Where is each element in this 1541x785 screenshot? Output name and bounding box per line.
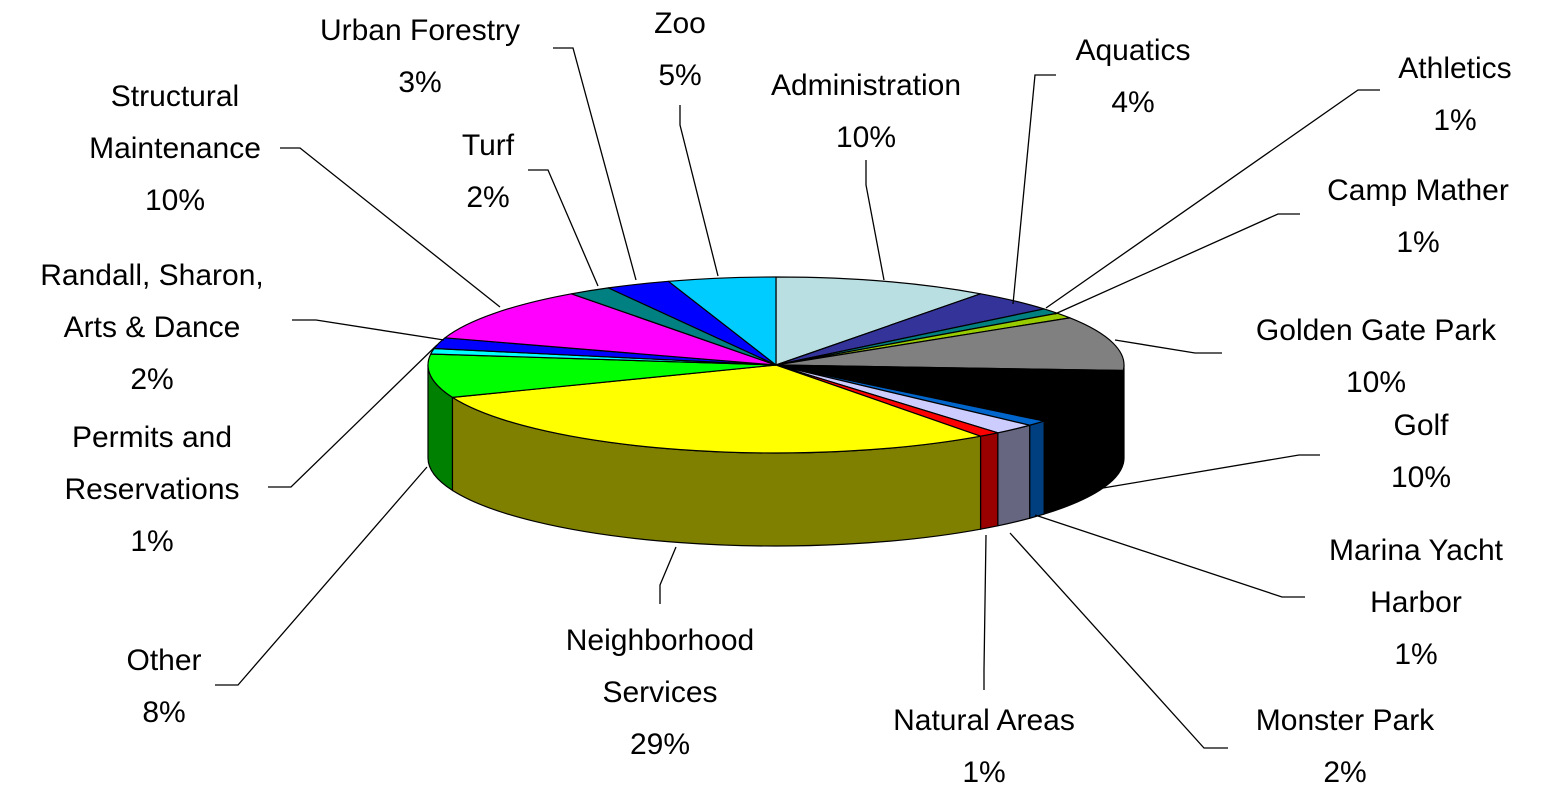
- slice-percent-marina-yacht-harbor: 1%: [1394, 638, 1437, 671]
- slice-label-camp-mather: Camp Mather: [1327, 174, 1509, 207]
- leader-line-turf: [528, 169, 599, 287]
- slice-percent-permits-and-reservations: 1%: [130, 525, 173, 558]
- leader-line-randall-sharon-arts-dance: [292, 319, 445, 341]
- pie-slice-golf: [775, 364, 1124, 422]
- leader-line-camp-mather: [1054, 213, 1300, 315]
- pie-side-walls: [427, 364, 1125, 547]
- slice-percent-zoo: 5%: [658, 59, 701, 92]
- slice-percent-randall-sharon-arts-dance: 2%: [130, 363, 173, 396]
- pie-slice-structural-maintenance: [444, 293, 777, 366]
- slice-label-natural-areas: Natural Areas: [893, 704, 1075, 737]
- slice-label-urban-forestry: Urban Forestry: [320, 14, 520, 47]
- slice-percent-turf: 2%: [466, 181, 509, 214]
- pie-slice-neighborhood-services: [451, 364, 982, 454]
- slice-label-other: Other: [126, 644, 201, 677]
- slice-labels: Administration 10% Aquatics 4% Athletics 1% Ca…: [40, 7, 1511, 785]
- leader-line-other: [215, 466, 428, 686]
- slice-label-zoo: Zoo: [654, 7, 706, 40]
- pie-slice-administration: [775, 276, 982, 366]
- slice-percent-natural-areas: 1%: [962, 756, 1005, 785]
- leader-line-structural-maintenance: [280, 147, 501, 308]
- slice-percent-administration: 10%: [836, 121, 896, 154]
- slice-label-aquatics: Aquatics: [1075, 34, 1190, 67]
- pie-side-marina-yacht-harbor: [1029, 420, 1045, 520]
- pie-slice-zoo: [667, 276, 777, 366]
- slice-label-athletics: Athletics: [1398, 52, 1511, 85]
- slice-percent-aquatics: 4%: [1111, 86, 1154, 119]
- slice-label-marina-yacht-harbor: Harbor: [1370, 586, 1462, 619]
- pie-top-slices: [427, 276, 1125, 454]
- leader-line-marina-yacht-harbor: [1034, 514, 1305, 598]
- leader-line-zoo: [679, 105, 719, 277]
- leader-line-golf: [1102, 454, 1320, 489]
- slice-label-administration: Administration: [771, 69, 961, 102]
- leader-line-athletics: [1045, 89, 1380, 309]
- slice-label-randall-sharon-arts-dance: Arts & Dance: [64, 311, 241, 344]
- slice-percent-structural-maintenance: 10%: [145, 184, 205, 217]
- slice-percent-other: 8%: [142, 696, 185, 729]
- slice-label-permits-and-reservations: Reservations: [64, 473, 239, 506]
- slice-label-monster-park: Monster Park: [1256, 704, 1435, 737]
- slice-label-golf: Golf: [1393, 409, 1449, 442]
- leader-lines: [215, 47, 1380, 749]
- slice-percent-golden-gate-park: 10%: [1346, 366, 1406, 399]
- slice-percent-athletics: 1%: [1433, 104, 1476, 137]
- slice-percent-golf: 10%: [1391, 461, 1451, 494]
- leader-line-natural-areas: [983, 534, 987, 690]
- pie-slice-other: [427, 353, 777, 398]
- slice-percent-neighborhood-services: 29%: [630, 728, 690, 761]
- slice-percent-urban-forestry: 3%: [398, 66, 441, 99]
- leader-line-aquatics: [1012, 74, 1056, 305]
- leader-line-monster-park: [1009, 532, 1228, 749]
- leader-line-golden-gate-park: [1114, 339, 1222, 354]
- slice-label-structural-maintenance: Structural: [111, 80, 239, 113]
- pie-side-natural-areas: [979, 432, 999, 530]
- slice-label-neighborhood-services: Services: [602, 676, 717, 709]
- leader-line-neighborhood-services: [659, 546, 677, 604]
- slice-label-turf: Turf: [462, 129, 515, 162]
- slice-label-marina-yacht-harbor: Marina Yacht: [1329, 534, 1504, 567]
- leader-line-urban-forestry: [553, 47, 637, 281]
- slice-label-neighborhood-services: Neighborhood: [566, 624, 754, 657]
- leader-line-administration: [865, 160, 885, 281]
- slice-percent-camp-mather: 1%: [1396, 226, 1439, 259]
- pie-side-monster-park: [997, 424, 1031, 527]
- slice-percent-monster-park: 2%: [1323, 756, 1366, 785]
- slice-label-permits-and-reservations: Permits and: [72, 421, 232, 454]
- slice-label-structural-maintenance: Maintenance: [89, 132, 261, 165]
- slice-label-randall-sharon-arts-dance: Randall, Sharon,: [40, 259, 263, 292]
- leader-line-permits-and-reservations: [268, 344, 438, 488]
- pie-slice-golden-gate-park: [775, 317, 1125, 372]
- slice-label-golden-gate-park: Golden Gate Park: [1256, 314, 1497, 347]
